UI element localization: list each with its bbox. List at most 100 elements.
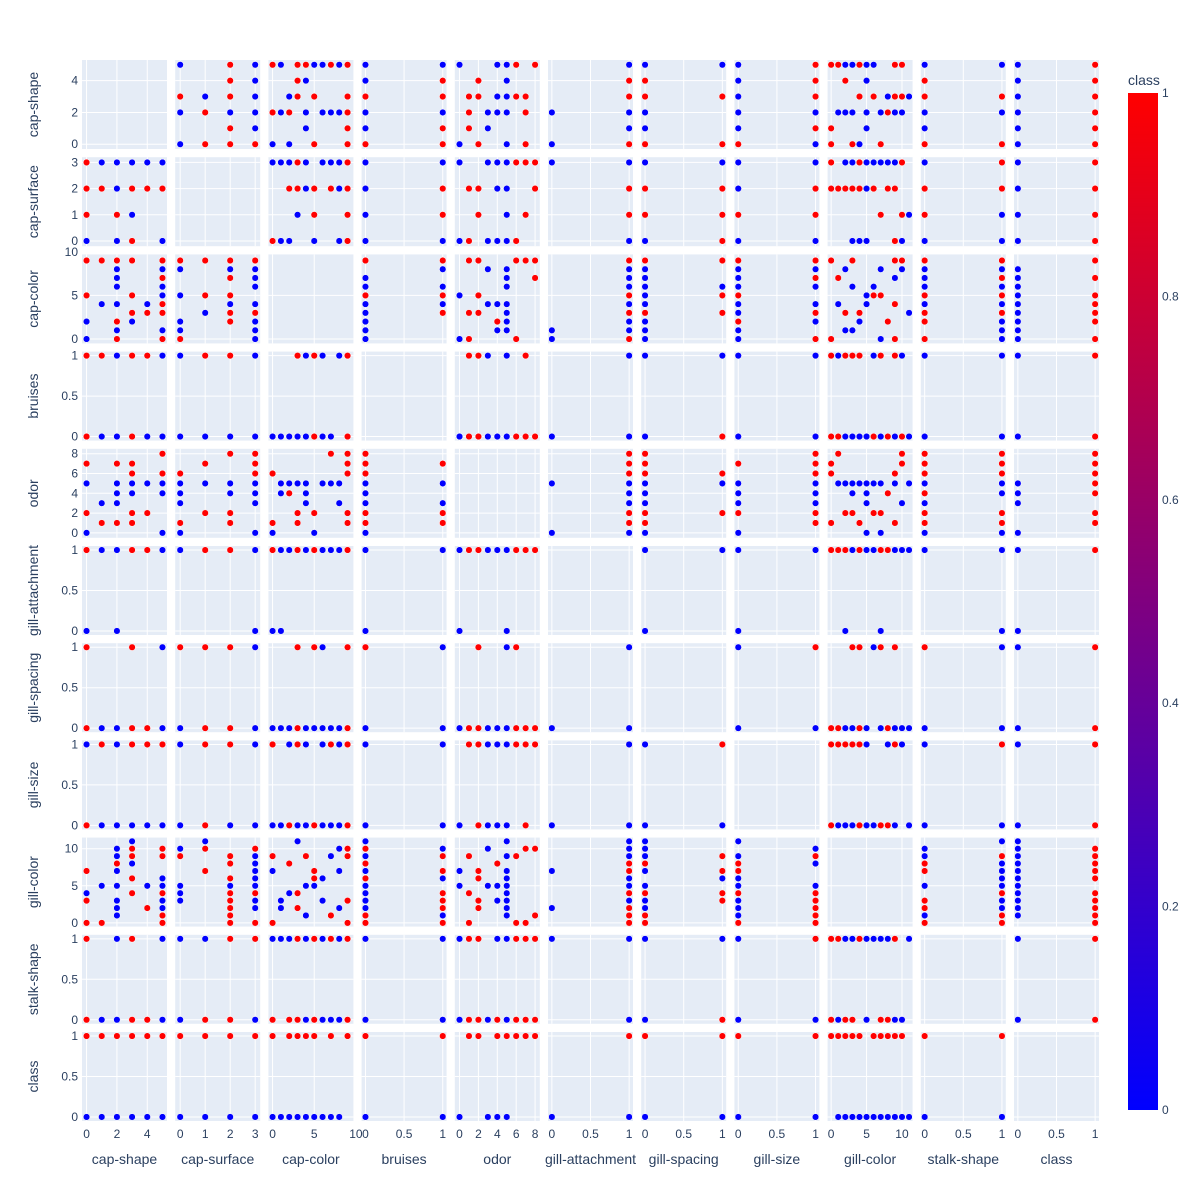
panel-gill-size-vs-bruises [361, 740, 447, 830]
panel-stalk-shape-vs-cap-color [268, 934, 357, 1024]
data-point [484, 1016, 492, 1024]
data-point [877, 627, 885, 635]
data-point [512, 546, 520, 554]
data-point [251, 108, 259, 116]
data-point [113, 265, 121, 273]
data-point [251, 904, 259, 912]
data-point [226, 904, 234, 912]
data-point [625, 265, 633, 273]
data-point [158, 326, 166, 334]
data-point [455, 335, 464, 343]
data-point [158, 821, 166, 829]
data-point [327, 1032, 335, 1040]
data-point [158, 335, 166, 343]
data-point [251, 889, 259, 897]
data-point [811, 140, 820, 148]
data-point [834, 108, 842, 116]
data-point [143, 546, 151, 554]
data-point [503, 93, 511, 101]
colorbar: class 00.20.40.60.81 [1128, 72, 1179, 1117]
data-point [269, 140, 277, 148]
data-point [1014, 882, 1022, 890]
data-point [891, 469, 899, 478]
data-point [294, 740, 302, 748]
data-point [310, 509, 318, 517]
data-point [226, 93, 234, 101]
data-point [921, 140, 929, 148]
data-point [1014, 433, 1022, 441]
data-point [113, 1032, 121, 1040]
data-point [998, 904, 1006, 912]
data-point [811, 265, 820, 273]
data-point [877, 821, 885, 829]
data-point [531, 911, 539, 920]
data-point [98, 352, 106, 360]
data-point [361, 283, 370, 291]
data-point [251, 77, 259, 85]
data-point [898, 460, 906, 468]
data-point [83, 740, 91, 748]
data-point [465, 256, 473, 265]
data-point [439, 77, 447, 85]
data-point [158, 935, 166, 943]
data-point [226, 724, 234, 732]
data-point [319, 546, 327, 554]
data-point [625, 867, 633, 875]
data-point [327, 450, 335, 458]
data-point [641, 237, 649, 245]
data-point [998, 1113, 1006, 1121]
data-point [855, 935, 864, 943]
data-point [128, 874, 136, 882]
data-point [811, 882, 820, 890]
data-point [201, 93, 209, 101]
data-point [641, 911, 649, 920]
data-point [158, 919, 166, 927]
data-point [863, 158, 871, 166]
data-point [1091, 852, 1099, 860]
data-point [998, 256, 1006, 265]
data-point [921, 352, 929, 360]
data-point [884, 318, 892, 326]
data-point [734, 874, 742, 882]
data-point [439, 309, 447, 317]
data-point [625, 889, 633, 897]
panel-bruises-vs-bruises [361, 351, 447, 441]
y-axis-title: stalk-shape [25, 943, 41, 1015]
data-point [998, 821, 1006, 829]
data-point [625, 911, 633, 920]
panel-bruises-vs-class [1014, 351, 1099, 441]
data-point [625, 874, 633, 882]
data-point [503, 61, 511, 69]
data-point [841, 546, 849, 554]
data-point [512, 1016, 520, 1024]
data-point [877, 935, 885, 943]
data-point [143, 1113, 151, 1121]
data-point [548, 935, 556, 943]
y-tick-label: 5 [71, 879, 78, 893]
x-tick-label: 4 [494, 1127, 501, 1141]
data-point [848, 185, 856, 193]
data-point [548, 529, 556, 537]
y-axis-title: gill-spacing [25, 653, 41, 723]
data-point [718, 352, 726, 360]
data-point [863, 1113, 871, 1121]
data-point [870, 291, 878, 299]
data-point [811, 479, 820, 487]
data-point [531, 185, 539, 193]
data-point [285, 140, 293, 148]
data-point [327, 821, 335, 829]
data-point [921, 158, 929, 166]
data-point [327, 1016, 335, 1024]
data-point [128, 433, 136, 441]
data-point [641, 509, 649, 517]
data-point [841, 77, 849, 85]
data-point [1014, 643, 1022, 651]
data-point [811, 546, 820, 554]
data-point [1014, 867, 1022, 875]
panel-class-vs-cap-color [268, 1032, 357, 1121]
data-point [998, 326, 1006, 334]
data-point [128, 852, 136, 860]
data-point [718, 309, 726, 317]
data-point [361, 185, 370, 193]
